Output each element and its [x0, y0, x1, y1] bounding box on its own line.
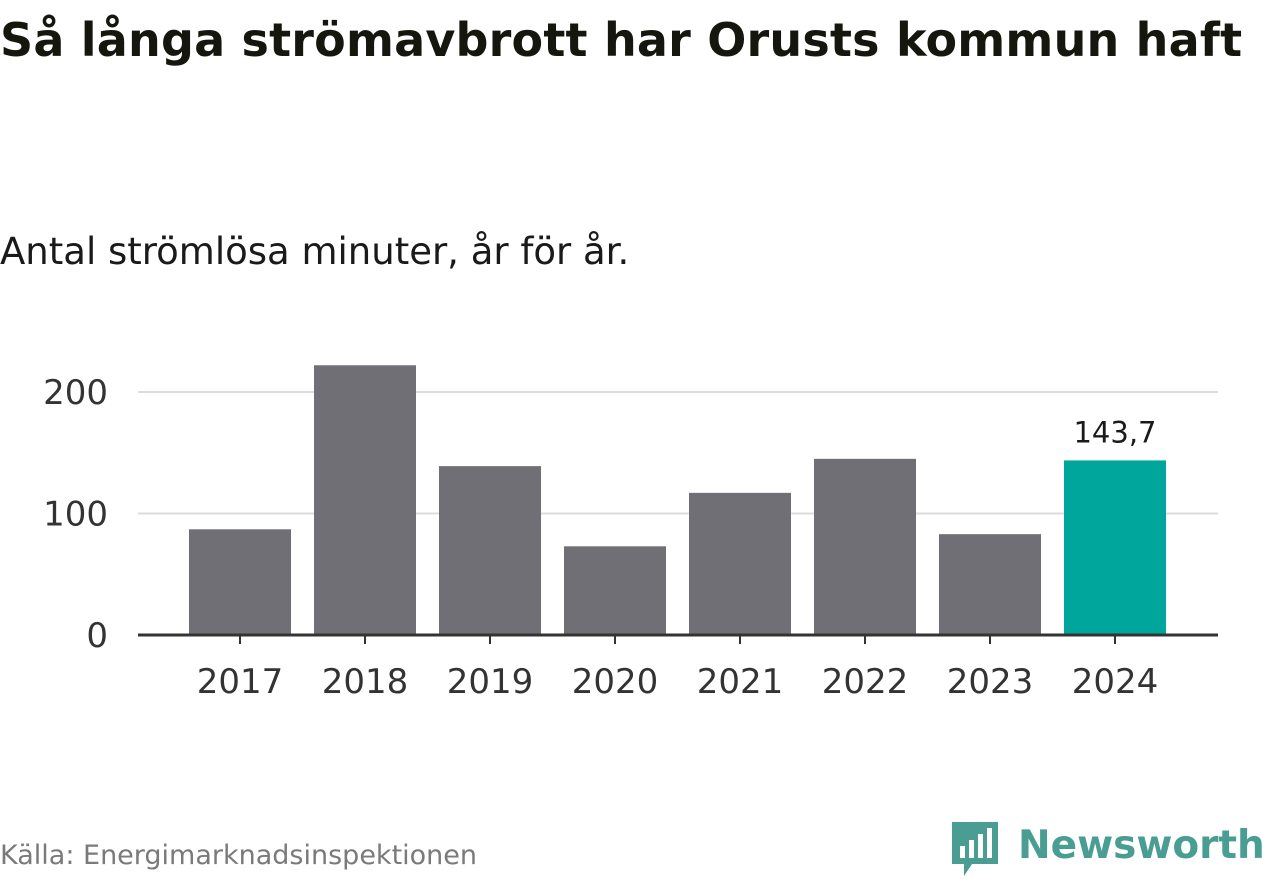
x-tick-label: 2022: [822, 662, 909, 702]
y-tick-label: 200: [43, 373, 108, 413]
x-tick-label: 2018: [322, 662, 409, 702]
bar-2020: [564, 546, 666, 635]
x-tick-label: 2019: [447, 662, 534, 702]
labels: 0 100 200 2017 2018 2019 2020 2021 2022 2023 2024 1…: [43, 373, 1158, 702]
bar-2022: [814, 458, 916, 635]
bars: [189, 365, 1166, 635]
bar-2018: [314, 365, 416, 635]
bar-2017: [189, 529, 291, 635]
bar-2019: [439, 466, 541, 635]
x-tick-label: 2020: [572, 662, 659, 702]
chart-subtitle: Antal strömlösa minuter, år för år.: [0, 230, 630, 273]
data-label: 143,7: [1073, 415, 1156, 449]
x-tick-label: 2024: [1072, 662, 1159, 702]
chart-title: Så långa strömavbrott har Orusts kommun …: [0, 13, 1243, 67]
brand-name: Newsworthy: [1018, 823, 1262, 868]
brand-logo: Newsworthy: [950, 818, 1262, 878]
axes: [138, 633, 1218, 644]
source-note: Källa: Energimarknadsinspektionen: [0, 840, 478, 871]
bar-chart: 0 100 200 2017 2018 2019 2020 2021 2022 2023 2024 1…: [43, 365, 1218, 702]
x-tick-label: 2021: [697, 662, 784, 702]
y-tick-label: 100: [43, 495, 108, 535]
y-tick-label: 0: [86, 616, 108, 656]
bar-2021: [689, 492, 791, 635]
bar-2023: [939, 534, 1041, 635]
x-tick-label: 2017: [197, 662, 284, 702]
bar-chart-speech-bubble-icon: [952, 822, 998, 876]
grid-lines: [138, 391, 1218, 515]
bar-2024: [1064, 460, 1166, 635]
x-tick-label: 2023: [947, 662, 1034, 702]
